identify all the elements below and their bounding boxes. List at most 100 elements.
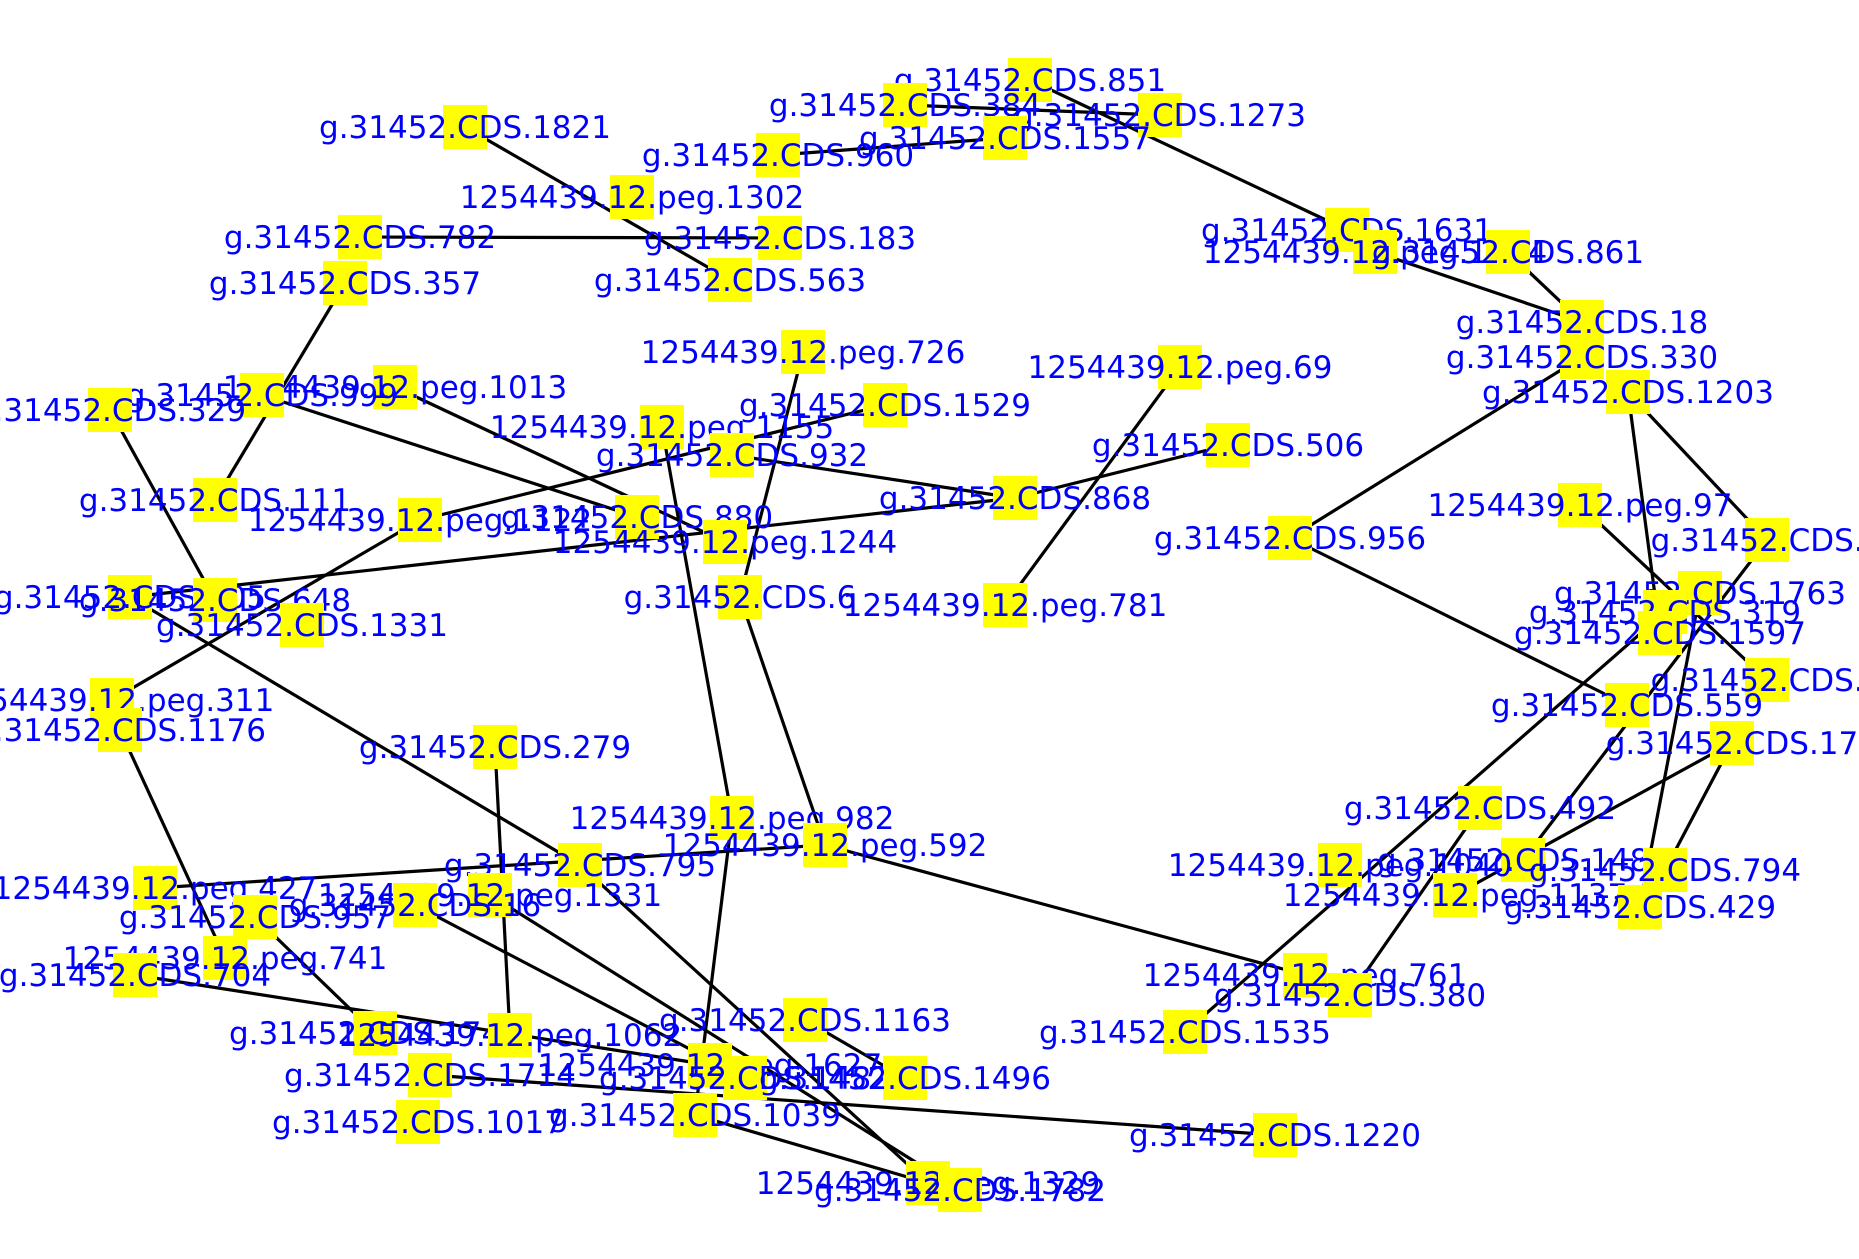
node-square (983, 116, 1027, 160)
graph-node[interactable]: g.31452.CDS.330 (1446, 335, 1718, 379)
graph-node[interactable]: 1254439.12.peg.1155 (490, 405, 834, 449)
node-square (473, 725, 517, 769)
graph-node[interactable]: g.31452.CDS.1763 (1554, 571, 1846, 615)
graph-node[interactable]: 1254439.12.peg.69 (1028, 345, 1333, 389)
node-square (983, 583, 1027, 627)
graph-node[interactable]: g.31452.CDS.880 (501, 495, 773, 539)
graph-node[interactable]: g.31452.CDS.1039 (549, 1093, 841, 1137)
graph-node[interactable]: g.31452.CDS.183 (644, 216, 916, 260)
graph-node[interactable]: g.31452.CDS.999 (126, 373, 398, 417)
node-label: g.31452.CDS.1163 (659, 1003, 951, 1039)
graph-node[interactable]: g.31452.CDS.17 (1606, 721, 1859, 765)
node-square (883, 1056, 927, 1100)
graph-node[interactable]: g.31452.CDS.1782 (814, 1168, 1106, 1212)
edge (904, 103, 1161, 117)
graph-node[interactable]: g.31452.CDS.1557 (859, 116, 1151, 160)
node-label: 1254439.12.peg.1244 (553, 525, 897, 561)
graph-node[interactable]: g.31452.CDS.1203 (1482, 370, 1774, 414)
graph-node[interactable]: 1254439.12.peg.97 (1428, 483, 1733, 527)
graph-node[interactable]: g.31452.CDS.329 (0, 388, 246, 432)
graph-node[interactable]: g.31452.CDS.932 (596, 433, 868, 477)
node-square (1283, 953, 1327, 997)
graph-node[interactable]: 1254439.12.peg.1627 (538, 1043, 882, 1087)
node-square (993, 476, 1037, 520)
graph-node[interactable]: g.31452.CDS.1220 (1129, 1113, 1421, 1157)
graph-node[interactable]: g.31452.CDS.1017 (272, 1100, 564, 1144)
graph-node[interactable]: 1254439.12.peg.726 (641, 330, 966, 374)
graph-node[interactable]: g.31452.CDS.1176 (0, 708, 266, 752)
node-square (1643, 848, 1687, 892)
graph-node[interactable]: g.31452.CDS.1480 (1377, 838, 1669, 882)
graph-node[interactable]: g.31452.CDS.1163 (659, 998, 951, 1042)
node-label: 1254439.12.peg.1062 (338, 1018, 682, 1054)
node-label: g.31452.CDS.1740 (229, 1016, 521, 1052)
node-layer: g.31452.CDS.851g.31452.CDS.384g.31452.CD… (0, 58, 1859, 1212)
graph-node[interactable]: g.31452.CDS.1482 (599, 1056, 891, 1100)
node-square (1606, 370, 1650, 414)
graph-node[interactable]: 1254439.12.peg.592 (663, 823, 988, 867)
node-label: g.31452.CDS.1557 (859, 121, 1151, 157)
graph-node[interactable]: g.31452.CDS.6 (624, 575, 857, 619)
edge (261, 393, 638, 519)
node-label: g.31452.CDS.1782 (814, 1173, 1106, 1209)
graph-node[interactable]: g.31452.CDS.1273 (1014, 93, 1306, 137)
graph-node[interactable]: g.31452.CDS.506 (1092, 423, 1364, 467)
graph-node[interactable]: g.31452.CDS.16 (289, 883, 542, 927)
graph-node[interactable]: g.31452.CDS.429 (1504, 885, 1776, 929)
node-square (1745, 658, 1789, 702)
graph-node[interactable]: g.31452.CDS.1821 (319, 105, 611, 149)
node-label: g.31452.CDS.1 (1651, 523, 1859, 559)
graph-node[interactable]: g.31452.CDS.851 (894, 58, 1166, 102)
graph-node[interactable]: g.31452.CDS.861 (1372, 230, 1644, 274)
node-square (758, 216, 802, 260)
graph-node[interactable]: 1254439.12.peg.761 (1143, 953, 1468, 997)
node-label: g.31452.CDS.960 (642, 138, 914, 174)
graph-node[interactable]: g.31452.CDS.1631 (1201, 208, 1493, 252)
node-label: g.31452.CDS.16 (289, 888, 542, 924)
node-label: g.31452.CDS.1220 (1129, 1118, 1421, 1154)
graph-node[interactable]: 1254439.12.peg.1331 (318, 873, 662, 917)
graph-node[interactable]: g.31452.CDS.1 (1651, 658, 1859, 702)
graph-node[interactable]: g.31452.CDS.1529 (739, 383, 1031, 427)
graph-node[interactable]: g.31452.CDS.559 (1491, 683, 1763, 727)
graph-node[interactable]: 1254439.12.peg.781 (843, 583, 1168, 627)
graph-node[interactable]: g.31452.CDS.492 (1344, 786, 1616, 830)
graph-node[interactable]: g.31452.CDS.1331 (156, 603, 448, 647)
graph-node[interactable]: g.31452.CDS.1597 (1514, 611, 1806, 655)
graph-node[interactable]: g.31452.CDS.563 (594, 258, 866, 302)
node-label: g.31452.CDS.861 (1372, 235, 1644, 271)
graph-node[interactable]: g.31452.CDS.1714 (284, 1053, 576, 1097)
graph-node[interactable]: g.31452.CDS.956 (1154, 516, 1426, 560)
edge (1003, 366, 1182, 606)
graph-node[interactable]: g.31452.CDS.704 (0, 953, 271, 997)
edge (129, 595, 581, 867)
graph-node[interactable]: g.31452.CDS.795 (444, 843, 716, 887)
graph-node[interactable]: 1254439.12.peg.1302 (460, 175, 804, 219)
node-label: 1254439.12.peg.726 (641, 335, 966, 371)
node-label: g.31452.CDS.794 (1529, 853, 1801, 889)
graph-node[interactable]: g.31452.CDS.794 (1529, 848, 1801, 892)
graph-node[interactable]: g.31452.CDS.357 (209, 261, 481, 305)
graph-node[interactable]: g.31452.CDS.279 (359, 725, 631, 769)
graph-node[interactable]: 1254439.12.peg.1137 (1283, 873, 1627, 917)
node-square (108, 575, 152, 619)
node-label: 1254439.12.peg.1137 (1283, 878, 1627, 914)
graph-node[interactable]: g.31452.CDS.1535 (1039, 1010, 1331, 1054)
graph-node[interactable]: g.31452.CDS.380 (1214, 973, 1486, 1017)
graph-node[interactable]: g.31452.CDS.957 (119, 895, 391, 939)
graph-node[interactable]: g.31452.CDS.111 (79, 478, 351, 522)
graph-node[interactable]: g.31452.CDS.1 (1651, 518, 1859, 562)
graph-node[interactable]: g.31452.CDS.868 (879, 476, 1151, 520)
graph-node[interactable]: 1254439.12.peg.1244 (553, 520, 897, 564)
edge (1029, 78, 1348, 232)
graph-node[interactable]: g.31452.CDS.960 (642, 133, 914, 177)
node-square (193, 478, 237, 522)
graph-node[interactable]: 1254439.12.peg.1122 (248, 498, 592, 542)
graph-node[interactable]: 1254439.12.peg.427 (0, 866, 317, 910)
graph-node[interactable]: g.31452.CDS.1740 (229, 1011, 521, 1055)
graph-node[interactable]: g.31452.CDS.648 (79, 578, 351, 622)
node-label: g.31452.CDS.429 (1504, 890, 1776, 926)
graph-node[interactable]: g.31452.CDS.782 (224, 215, 496, 259)
graph-node[interactable]: g.31452.CDS.1496 (759, 1056, 1051, 1100)
graph-node[interactable]: 1254439.12.peg.1062 (338, 1013, 682, 1057)
